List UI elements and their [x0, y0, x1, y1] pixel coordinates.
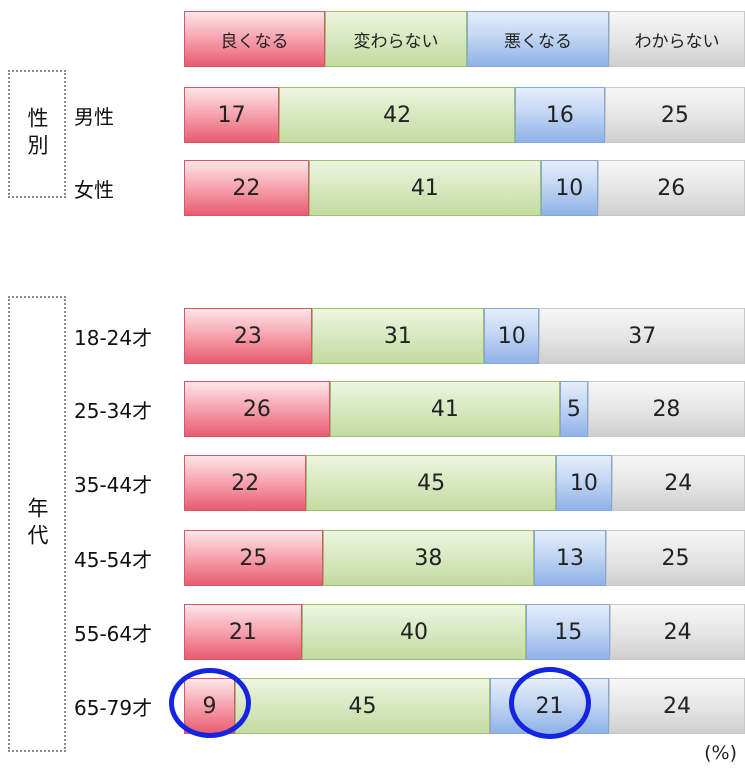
row-label: 35-44才 — [74, 473, 153, 497]
bar-segment-unchanged: 40 — [301, 604, 527, 660]
bar-segment-unchanged: 45 — [306, 455, 557, 511]
bar-segment-good: 17 — [184, 87, 280, 143]
bar-row: 22 45 10 24 — [184, 455, 745, 511]
bar-row: 21 40 15 24 — [184, 604, 745, 660]
row-label: 女性 — [74, 178, 114, 202]
row-label: 65-79才 — [74, 696, 153, 720]
highlight-circle-bad — [509, 667, 591, 739]
group-box-gender: 性別 — [8, 70, 66, 198]
bar-segment-bad: 15 — [526, 604, 611, 660]
data-label: 22 — [231, 470, 260, 496]
data-label: 37 — [628, 323, 657, 349]
bar-segment-unchanged: 45 — [235, 678, 490, 734]
bar-segment-unknown: 25 — [606, 530, 745, 586]
data-label: 28 — [652, 396, 681, 422]
data-label: 10 — [555, 175, 584, 201]
data-label: 26 — [242, 396, 271, 422]
bar-row: 23 31 10 37 — [184, 308, 745, 364]
data-label: 23 — [233, 323, 262, 349]
row-label: 男性 — [74, 105, 114, 129]
legend-item-good: 良くなる — [184, 11, 325, 67]
group-label-age: 年代 — [25, 497, 49, 551]
data-label: 24 — [663, 619, 692, 645]
data-label: 41 — [410, 175, 439, 201]
data-label: 31 — [383, 323, 412, 349]
data-label: 24 — [664, 470, 693, 496]
bar-segment-unknown: 28 — [587, 381, 745, 437]
highlight-circle-good — [169, 668, 251, 738]
data-label: 26 — [657, 175, 686, 201]
bar-segment-unknown: 24 — [611, 455, 745, 511]
legend-item-unchanged: 変わらない — [325, 11, 467, 67]
bar-segment-unchanged: 38 — [322, 530, 534, 586]
data-label: 10 — [497, 323, 526, 349]
bar-segment-bad: 10 — [483, 308, 540, 364]
data-label: 45 — [348, 693, 377, 719]
bar-segment-unknown: 25 — [604, 87, 745, 143]
bar-segment-bad: 13 — [533, 530, 607, 586]
data-label: 21 — [228, 619, 257, 645]
bar-segment-bad: 10 — [556, 455, 612, 511]
data-label: 40 — [399, 619, 428, 645]
row-label: 25-34才 — [74, 399, 153, 423]
row-label: 55-64才 — [74, 622, 153, 646]
data-label: 10 — [569, 470, 598, 496]
bar-row: 25 38 13 25 — [184, 530, 745, 586]
data-label: 45 — [417, 470, 446, 496]
bar-segment-unknown: 37 — [539, 308, 745, 364]
bar-segment-unknown: 24 — [610, 604, 745, 660]
group-box-age: 年代 — [8, 296, 66, 752]
bar-row: 17 42 16 25 — [184, 87, 745, 143]
data-label: 16 — [545, 102, 574, 128]
legend-item-unknown: わからない — [609, 11, 745, 67]
data-label: 41 — [430, 396, 459, 422]
bar-segment-unchanged: 31 — [311, 308, 484, 364]
row-label: 18-24才 — [74, 326, 153, 350]
bar-segment-bad: 5 — [559, 381, 588, 437]
bar-row: 26 41 5 28 — [184, 381, 745, 437]
data-label: 38 — [414, 545, 443, 571]
bar-segment-good: 22 — [184, 455, 307, 511]
bar-segment-good: 25 — [184, 530, 323, 586]
data-label: 5 — [566, 396, 581, 422]
data-label: 24 — [663, 693, 691, 719]
bar-segment-good: 22 — [184, 160, 309, 216]
data-label: 25 — [239, 545, 268, 571]
legend-item-bad: 悪くなる — [467, 11, 609, 67]
row-label: 45-54才 — [74, 548, 153, 572]
bar-segment-unchanged: 42 — [279, 87, 515, 143]
bar-row: 22 41 10 26 — [184, 160, 745, 216]
bar-segment-unknown: 26 — [597, 160, 745, 216]
data-label: 15 — [554, 619, 583, 645]
group-label-gender: 性別 — [25, 107, 49, 161]
bar-segment-good: 26 — [184, 381, 330, 437]
data-label: 25 — [661, 545, 690, 571]
bar-segment-good: 23 — [184, 308, 312, 364]
data-label: 22 — [232, 175, 261, 201]
legend: 良くなる 変わらない 悪くなる わからない — [184, 11, 745, 67]
data-label: 17 — [217, 102, 246, 128]
bar-segment-bad: 16 — [514, 87, 605, 143]
data-label: 42 — [383, 102, 412, 128]
bar-segment-unknown: 24 — [609, 678, 745, 734]
data-label: 25 — [660, 102, 689, 128]
bar-segment-unchanged: 41 — [308, 160, 541, 216]
data-label: 13 — [556, 545, 585, 571]
bar-row: 9 45 21 24 — [184, 678, 745, 734]
bar-segment-unchanged: 41 — [329, 381, 560, 437]
unit-label: (%) — [704, 742, 737, 764]
bar-segment-good: 21 — [184, 604, 302, 660]
bar-segment-bad: 10 — [540, 160, 598, 216]
